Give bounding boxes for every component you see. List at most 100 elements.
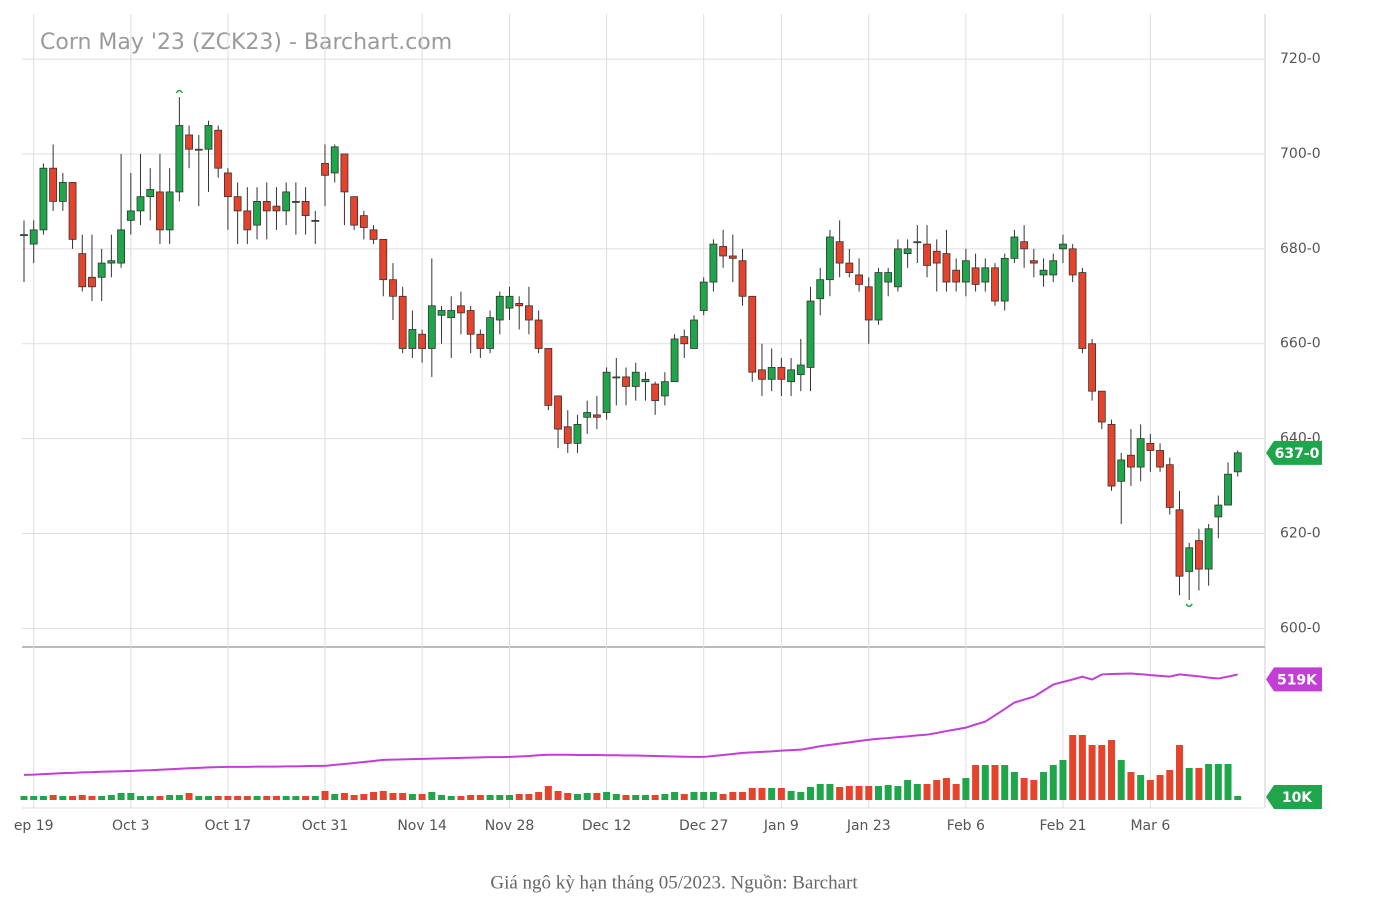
candle-body [1039, 269, 1048, 276]
volume-bar [515, 794, 523, 800]
candle-body [612, 376, 621, 379]
volume-bar [612, 794, 620, 800]
volume-bar [1088, 745, 1096, 800]
candle-body [107, 260, 116, 264]
candle-body [1000, 257, 1009, 302]
volume-bar [535, 792, 543, 800]
candle-body [855, 274, 863, 285]
volume-bar [787, 791, 795, 800]
volume-bar [438, 795, 446, 800]
volume-bar [904, 780, 912, 800]
volume-bar [399, 793, 407, 800]
candle-body [1127, 454, 1135, 468]
candle-body [20, 234, 28, 237]
volume-bar [69, 796, 77, 800]
x-tick-label: Mar 6 [1130, 818, 1170, 834]
candle-body [583, 412, 592, 418]
candle-body [282, 191, 291, 212]
candle-body [447, 310, 456, 319]
candle-body [78, 253, 87, 288]
volume-bar [1175, 745, 1183, 800]
volume-bar [331, 794, 339, 800]
volume-bar [146, 796, 154, 800]
volume-bar [49, 795, 57, 800]
candle-body [932, 250, 941, 264]
candle-body [437, 310, 446, 316]
volume-bar [195, 796, 203, 800]
volume-bar [418, 794, 426, 800]
candle-body [156, 191, 164, 231]
candle-body [961, 260, 970, 283]
open-interest-label: 519K [1277, 672, 1318, 688]
candle-body [826, 236, 834, 281]
candle-body [398, 295, 407, 349]
volume-bar [1098, 745, 1106, 800]
volume-bar [962, 778, 970, 800]
candle-body [1195, 540, 1203, 570]
candle-body [728, 255, 737, 259]
candle-body [971, 267, 980, 285]
volume-bar [874, 786, 882, 800]
volume-bar [981, 765, 989, 800]
candle-body [651, 383, 660, 402]
candle-body [253, 201, 261, 226]
volume-bar [564, 793, 572, 800]
volume-bar [496, 795, 504, 800]
x-tick-label: Oct 3 [112, 818, 150, 834]
candle-body [709, 243, 718, 283]
volume-bar [651, 795, 659, 800]
volume-bar [748, 788, 756, 800]
candle-body [369, 229, 378, 240]
candle-body [1117, 459, 1126, 482]
candle-body [1107, 423, 1116, 487]
candle-body [544, 348, 553, 406]
volume-bar [20, 796, 28, 800]
candle-body [427, 305, 436, 349]
volume-bar [972, 765, 980, 800]
candle-body [165, 191, 174, 231]
x-tick-label: Oct 17 [205, 818, 251, 834]
volume-bar [641, 795, 649, 800]
candle-body [457, 305, 465, 314]
volume-bar [1117, 760, 1125, 800]
last-price-label: 637-0 [1275, 446, 1320, 462]
volume-bar [777, 788, 785, 800]
volume-bar [709, 792, 717, 800]
candle-body [991, 267, 999, 302]
candle-body [495, 295, 504, 321]
x-tick-label: Feb 6 [947, 818, 985, 834]
volume-bar [340, 793, 348, 800]
volume-bar [370, 792, 378, 800]
volume-bar [253, 796, 261, 800]
volume-bar [1040, 772, 1048, 800]
volume-bar [476, 795, 484, 800]
volume-bar [185, 793, 193, 800]
volume-bar [1224, 764, 1232, 800]
x-tick-label: Dec 12 [582, 818, 631, 834]
volume-bar [845, 786, 853, 800]
volume-bar [544, 786, 552, 800]
candle-body [214, 129, 223, 169]
volume-bar [214, 796, 222, 800]
volume-label: 10K [1282, 790, 1313, 806]
volume-bar [1137, 775, 1145, 800]
volume-bar [729, 792, 737, 800]
candle-body [1224, 473, 1232, 506]
candle-body [126, 210, 135, 221]
candle-body [291, 201, 300, 203]
candle-body [58, 182, 67, 202]
volume-bar [408, 794, 416, 800]
x-tick-label: Jan 9 [763, 818, 799, 834]
candle-body [592, 414, 601, 418]
volume-bar [913, 784, 921, 800]
candle-body [758, 369, 766, 380]
candle-body [515, 303, 524, 307]
candle-body [1233, 452, 1242, 473]
candle-body [146, 189, 155, 198]
volume-bar [243, 796, 251, 800]
x-tick-label: Dec 27 [679, 818, 728, 834]
candle-body [505, 295, 514, 309]
candle-body [1204, 528, 1213, 570]
